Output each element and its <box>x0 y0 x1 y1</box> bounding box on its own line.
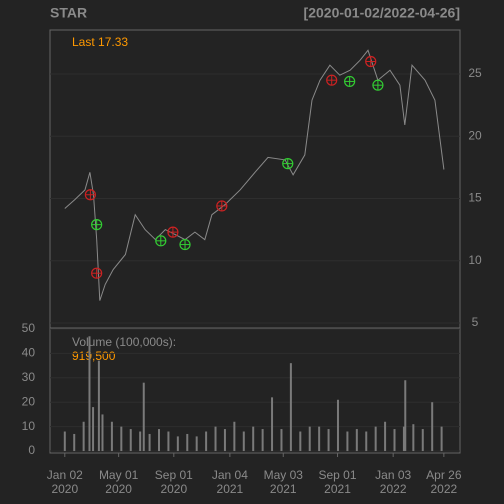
signal-marker <box>282 158 294 170</box>
signal-marker <box>84 189 96 201</box>
volume-bar <box>233 421 236 452</box>
volume-bar <box>374 426 377 452</box>
volume-bar <box>82 421 85 452</box>
volume-bar <box>271 397 274 452</box>
x-tick-label: Jan 04 2021 <box>212 468 248 496</box>
signal-marker <box>155 235 167 247</box>
y-tick-label: 5 <box>472 315 479 329</box>
volume-bar <box>346 431 349 452</box>
x-tick-label: May 03 2021 <box>264 468 304 496</box>
x-tick-label: Sep 01 2021 <box>319 468 357 496</box>
volume-bar <box>223 429 226 452</box>
volume-bar <box>97 360 100 452</box>
volume-bar <box>63 431 66 452</box>
volume-bar <box>101 414 104 452</box>
last-volume: 919,500 <box>72 349 116 363</box>
signal-marker <box>326 74 338 86</box>
signal-marker <box>91 219 103 231</box>
volume-bar <box>120 426 123 452</box>
x-tick-label: May 01 2020 <box>99 468 139 496</box>
volume-bar <box>252 426 255 452</box>
x-tick-label: Apr 26 2022 <box>426 468 462 496</box>
volume-bar <box>148 433 151 452</box>
signal-marker <box>167 226 179 238</box>
signal-marker <box>179 238 191 251</box>
volume-bar <box>365 431 368 452</box>
last-price: Last 17.33 <box>72 35 128 49</box>
date-range: [2020-01-02/2022-04-26] <box>304 5 460 21</box>
volume-bar <box>205 431 208 452</box>
y-tick-label: 50 <box>22 321 36 335</box>
volume-bar <box>404 380 407 452</box>
signal-marker <box>344 75 356 88</box>
y-tick-label: 40 <box>22 346 36 360</box>
x-tick-label: Jan 02 2020 <box>47 468 83 496</box>
x-tick-label: Sep 01 2020 <box>155 468 193 496</box>
volume-bar <box>355 429 358 452</box>
y-tick-label: 10 <box>468 253 482 267</box>
volume-bar <box>393 429 396 452</box>
volume-bar <box>139 431 142 452</box>
volume-bar <box>289 363 292 452</box>
volume-bar <box>92 407 95 452</box>
signal-marker <box>365 55 377 68</box>
volume-bar <box>280 429 283 452</box>
volume-bar <box>384 421 387 452</box>
volume-bar <box>299 431 302 452</box>
volume-bar <box>318 426 321 452</box>
volume-label: Volume (100,000s): <box>72 335 176 349</box>
chart-title: STAR <box>50 5 87 21</box>
volume-bar <box>431 402 434 452</box>
volume-bar <box>110 421 113 452</box>
volume-bar <box>158 429 161 452</box>
price-line <box>64 49 445 301</box>
volume-bar <box>336 399 339 452</box>
volume-bar <box>195 436 198 452</box>
volume-bar <box>73 433 76 452</box>
volume-bar <box>421 429 424 452</box>
volume-bar <box>402 426 405 452</box>
volume-bar <box>186 433 189 452</box>
volume-bar <box>261 429 264 452</box>
volume-bar <box>129 429 132 452</box>
volume-bar <box>308 426 311 452</box>
volume-bar <box>327 429 330 452</box>
y-tick-label: 20 <box>22 394 36 408</box>
volume-bar <box>88 336 91 452</box>
volume-bar <box>214 426 217 452</box>
volume-bar <box>167 431 170 452</box>
volume-bar <box>440 426 443 452</box>
volume-bar <box>242 431 245 452</box>
signal-marker <box>216 200 228 212</box>
volume-bar <box>412 424 415 452</box>
volume-bar <box>176 436 179 452</box>
y-tick-label: 20 <box>468 128 482 142</box>
signal-marker <box>372 79 384 91</box>
y-tick-label: 10 <box>22 419 36 433</box>
y-tick-label: 15 <box>468 191 482 205</box>
x-tick-label: Jan 03 2022 <box>375 468 411 496</box>
y-tick-label: 0 <box>28 443 35 457</box>
signal-marker <box>91 267 103 279</box>
y-tick-label: 25 <box>468 66 482 80</box>
y-tick-label: 30 <box>22 370 36 384</box>
volume-panel <box>49 327 461 454</box>
volume-bar <box>142 382 145 452</box>
